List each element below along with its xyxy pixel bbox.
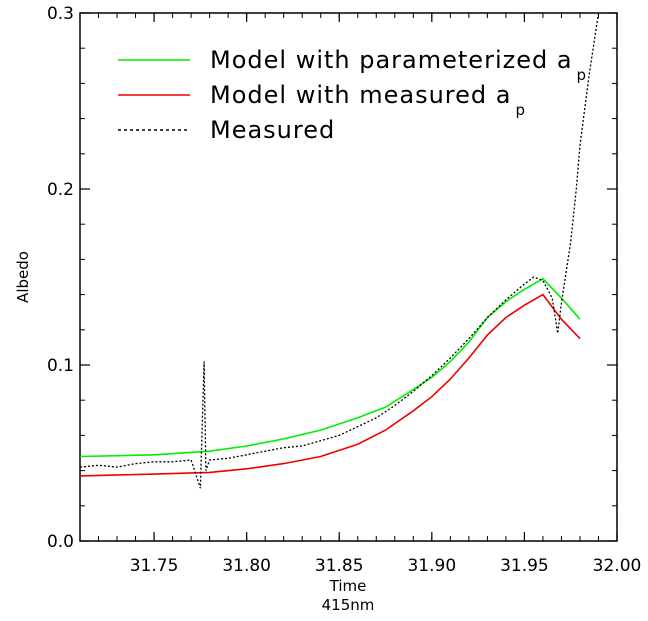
series-line-3: [80, 13, 600, 489]
x-tick-label: 31.80: [222, 556, 271, 576]
x-tick-label: 31.75: [130, 556, 179, 576]
axis-tick-labels: 31.75 31.80 31.85 31.90 31.95 32.00 0.0 0.1 0.2 0…: [47, 4, 641, 576]
series-line-2: [80, 293, 581, 477]
axis-ticks: [79, 12, 618, 542]
legend-label-subscript: p: [577, 66, 587, 84]
y-tick-label: 0.2: [47, 180, 74, 200]
legend-label: Model with parameterized a: [210, 46, 573, 74]
x-axis-subtitle: 415nm: [322, 596, 375, 614]
series-layer: [80, 13, 600, 489]
y-tick-label: 0.0: [47, 532, 74, 552]
x-tick-label: 32.00: [593, 556, 642, 576]
x-tick-label: 31.90: [407, 556, 456, 576]
legend-label: Model with measured a: [210, 81, 511, 109]
legend-label-subscript: p: [515, 101, 525, 119]
plot-frame: [79, 12, 618, 542]
legend-label: Measured: [210, 116, 335, 144]
x-axis-title: Time: [329, 577, 367, 595]
x-tick-label: 31.95: [500, 556, 549, 576]
x-tick-label: 31.85: [315, 556, 364, 576]
series-line-1: [80, 277, 581, 458]
y-tick-label: 0.1: [47, 356, 74, 376]
y-tick-label: 0.3: [47, 4, 74, 24]
y-axis-title: Albedo: [14, 251, 32, 303]
